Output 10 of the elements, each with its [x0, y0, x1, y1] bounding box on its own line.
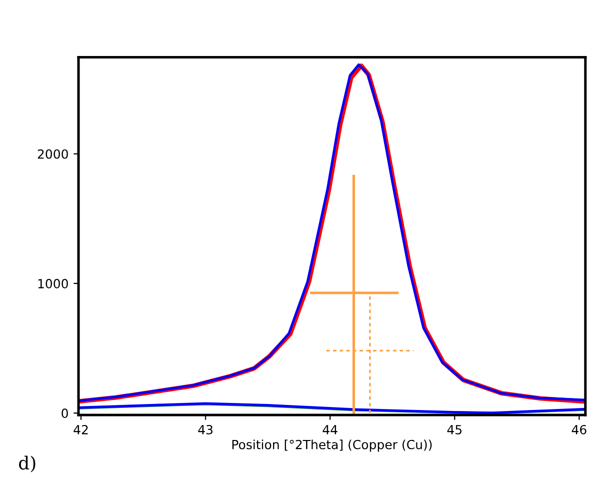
x-tick-label: 45 — [447, 425, 462, 434]
text: d) — [18, 456, 36, 472]
x-tick-label: 46 — [572, 424, 586, 434]
x-axis-title: Position [°2Theta] (Copper (Cu)) — [232, 440, 432, 452]
x-tick-label: 43 — [198, 424, 212, 434]
y-tick-label: 0 — [62, 408, 68, 418]
x-tick-label: 42 — [74, 424, 88, 434]
x-tick-label: 44 — [322, 425, 338, 434]
y-tick-label: 1000 — [38, 278, 68, 288]
y-tick-label: 2000 — [38, 149, 68, 159]
